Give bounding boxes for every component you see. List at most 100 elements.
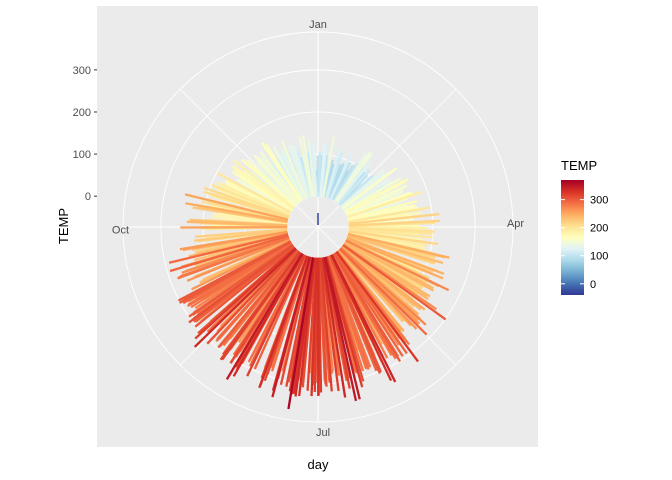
temp-bar (345, 239, 450, 292)
theta-label: Jan (309, 19, 327, 31)
temp-bar (344, 240, 435, 292)
temp-bar (347, 232, 450, 259)
temp-bar (215, 249, 299, 342)
temp-bar (232, 159, 295, 209)
temp-bar (331, 253, 389, 359)
temp-bar (346, 190, 423, 219)
temp-bar (193, 247, 297, 348)
temp-bar (211, 183, 290, 217)
temp-bar (259, 150, 301, 204)
temp-bar (186, 220, 288, 227)
temp-bar (348, 212, 440, 225)
temp-bar (328, 254, 381, 374)
theta-labels: Jan Apr Jul Oct (112, 19, 525, 439)
temp-bar (179, 230, 288, 251)
temp-bar (333, 252, 402, 362)
legend-tick-label: 0 (590, 279, 596, 291)
theta-label: Jul (316, 427, 330, 439)
temp-bar (177, 236, 290, 280)
temp-bar (193, 229, 288, 242)
temp-bar (348, 231, 428, 247)
temp-bar (343, 177, 402, 213)
temp-bar (253, 154, 299, 205)
temp-bar (325, 256, 364, 388)
legend-colorbar (561, 180, 584, 295)
temp-bar (195, 228, 288, 238)
legend-tick-label: 200 (590, 223, 608, 235)
temp-bar (168, 233, 289, 264)
temp-bar (232, 171, 293, 212)
temp-bar (348, 227, 435, 233)
temp-bar (323, 256, 358, 402)
temp-bar (319, 143, 326, 197)
temp-bar (280, 140, 308, 200)
temp-bar (330, 161, 352, 200)
temp-bar (319, 257, 333, 392)
temp-bar (191, 239, 291, 291)
temp-bar (343, 242, 429, 301)
temp-bar (348, 211, 421, 224)
temp-bar (231, 165, 294, 211)
theta-label: Oct (112, 225, 129, 237)
temp-bar (206, 248, 298, 345)
temp-bar (224, 179, 291, 215)
temp-bar (344, 177, 409, 214)
temp-bar (336, 250, 405, 333)
temp-bar (335, 152, 374, 203)
temp-bar (345, 184, 408, 216)
temp-bar (330, 254, 397, 383)
color-legend: TEMP 0 100 200 300 (561, 158, 608, 295)
temp-bar (298, 136, 313, 198)
temp-bar (340, 168, 385, 208)
temp-bar (194, 246, 296, 340)
temp-bar (341, 166, 398, 210)
temp-bar (341, 244, 426, 311)
temp-bar (348, 230, 439, 246)
temp-bar (203, 187, 290, 219)
temp-bar (217, 182, 291, 216)
temp-bar (186, 237, 290, 282)
temp-bar (325, 148, 342, 198)
temp-bar (339, 247, 428, 336)
temp-bar (187, 242, 293, 308)
temp-bar (343, 242, 431, 298)
temp-bar (271, 256, 312, 398)
temp-bar (346, 236, 445, 275)
temp-bar (253, 254, 307, 370)
temp-bar (179, 240, 292, 304)
temp-bar (336, 161, 371, 204)
temp-bar (203, 190, 289, 220)
y-tick-label: 300 (73, 65, 91, 77)
temp-bar (310, 257, 318, 397)
temp-bar (217, 250, 300, 349)
temp-bar (348, 206, 431, 223)
temp-bar (272, 146, 305, 201)
temp-bar (333, 252, 404, 357)
temp-bar (307, 139, 316, 197)
temp-bar (342, 177, 391, 211)
x-axis-title: day (308, 457, 329, 472)
temp-bar (212, 215, 288, 226)
legend-title: TEMP (561, 158, 597, 173)
temp-bar (287, 257, 315, 410)
temp-bar (335, 251, 419, 363)
temp-bar (229, 252, 303, 364)
temp-bar (217, 172, 292, 214)
y-axis-title: TEMP (56, 208, 71, 244)
temp-bar (348, 219, 440, 227)
legend-tick-label: 300 (590, 195, 608, 207)
temp-bar (169, 234, 289, 273)
temp-bar (327, 163, 342, 199)
temp-bar (348, 228, 433, 239)
y-tick-label: 0 (85, 191, 91, 203)
temp-bar (236, 178, 292, 213)
temp-bar (279, 148, 306, 200)
temp-bar (312, 142, 318, 197)
temp-bar (279, 256, 313, 385)
temp-bar (328, 162, 345, 199)
temp-bar (194, 245, 295, 328)
temp-bar (347, 200, 418, 221)
temp-bar (317, 152, 322, 197)
temp-bar (188, 244, 294, 324)
temp-bar (225, 252, 304, 380)
